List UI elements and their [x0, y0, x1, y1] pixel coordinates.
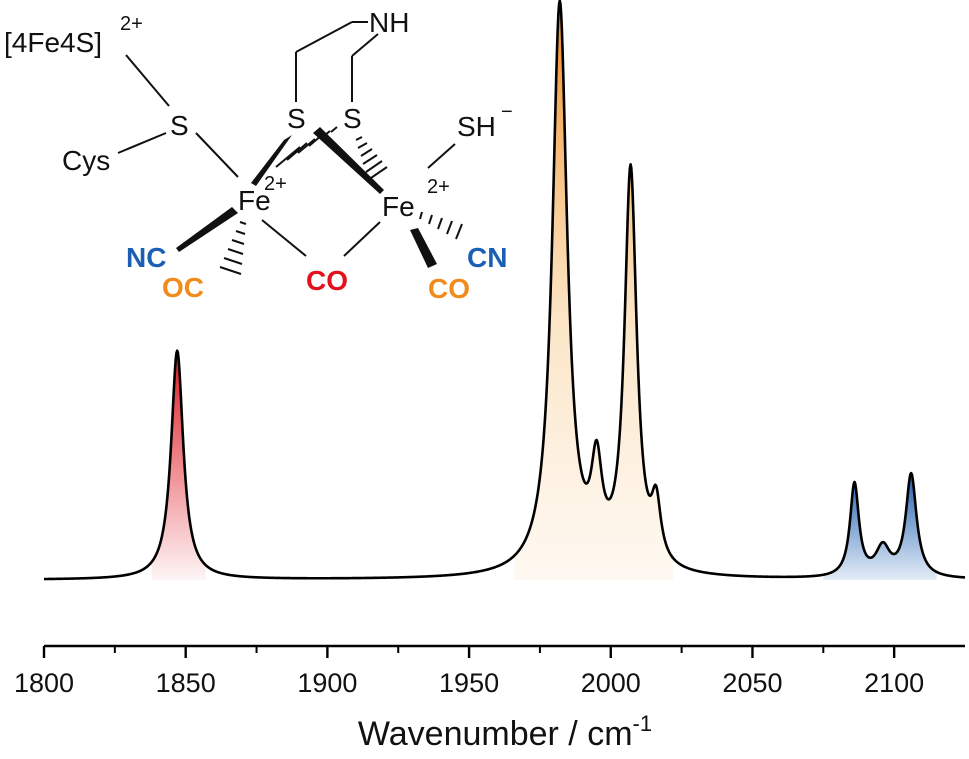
bond-s-fe-left: [195, 132, 239, 178]
band-fill: [514, 0, 674, 581]
band-fills: [151, 0, 937, 581]
wedge-s-fe-right: [313, 127, 384, 194]
sh-label: SH: [457, 111, 496, 142]
co-bridge-label: CO: [306, 265, 348, 296]
bond-fe-left-co: [261, 219, 307, 257]
s-left-label: S: [170, 110, 189, 141]
bond-bridge-2: [295, 21, 353, 53]
bond-fe-right-co: [343, 221, 381, 257]
bond-cys-s: [117, 132, 167, 154]
oc-left-label: OC: [162, 272, 204, 303]
fe-left-charge: 2+: [264, 173, 287, 195]
x-tick-label: 2000: [581, 668, 641, 698]
x-axis-ticks: 1800 1850 1900 1950 2000 2050 2100: [14, 646, 924, 698]
hash-s-fe-left: [275, 126, 338, 168]
sh-charge: −: [501, 101, 513, 123]
x-tick-label: 2050: [722, 668, 782, 698]
fe-right-charge: 2+: [427, 176, 450, 198]
s-right-label: S: [343, 103, 362, 134]
cluster-charge: 2+: [120, 13, 143, 35]
x-tick-label: 1900: [297, 668, 357, 698]
wedge-fe-co-right: [410, 228, 437, 268]
cn-right-label: CN: [467, 242, 507, 273]
s-mid-label: S: [287, 103, 306, 134]
hash-fe-cn-right: [419, 211, 463, 240]
x-tick-label: 1950: [439, 668, 499, 698]
x-tick-label: 2100: [864, 668, 924, 698]
co-right-label: CO: [428, 273, 470, 304]
hash-s-fe-right: [355, 136, 388, 181]
bond-cluster-s: [125, 54, 170, 107]
bond-sh-fe-right: [427, 143, 456, 169]
hash-fe-oc: [219, 221, 247, 275]
nh-label: NH: [369, 7, 409, 38]
fe-right-label: Fe: [382, 191, 415, 222]
h-cluster-structure: [4Fe4S] 2+ NH S S S Cys SH − Fe 2+ Fe 2+…: [4, 7, 513, 304]
spectrum-line: [43, 0, 966, 581]
cluster-label: [4Fe4S]: [4, 27, 102, 58]
nc-left-label: NC: [126, 242, 166, 273]
bond-bridge-5: [351, 33, 379, 57]
x-tick-label: 1800: [14, 668, 74, 698]
x-tick-label: 1850: [156, 668, 216, 698]
wedge-fe-nc: [176, 207, 238, 252]
wedge-s-fe-left: [251, 135, 292, 186]
fe-left-label: Fe: [238, 185, 271, 216]
x-axis-title: Wavenumber / cm-1: [358, 711, 652, 753]
cys-label: Cys: [62, 145, 110, 176]
